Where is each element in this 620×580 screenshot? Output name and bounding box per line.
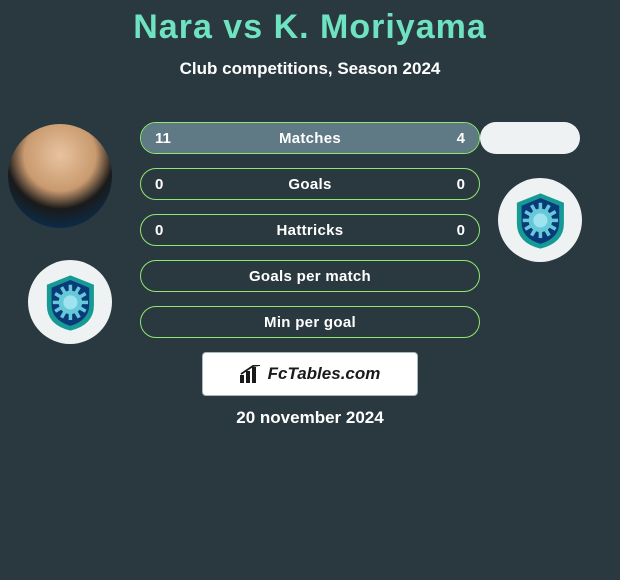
comparison-card: Nara vs K. Moriyama Club competitions, S… <box>0 0 620 580</box>
player-left-avatar <box>8 124 112 228</box>
stat-row: Goals per match <box>140 260 480 292</box>
crest-icon <box>511 191 570 250</box>
fctables-label: FcTables.com <box>268 364 381 384</box>
stats-list: 11 Matches 4 0 Goals 0 0 Hattricks 0 Goa… <box>140 122 480 352</box>
subtitle: Club competitions, Season 2024 <box>0 59 620 79</box>
stat-row: 0 Goals 0 <box>140 168 480 200</box>
page-title: Nara vs K. Moriyama <box>0 0 620 47</box>
stat-row: Min per goal <box>140 306 480 338</box>
barchart-icon <box>240 365 262 383</box>
stat-label: Goals per match <box>141 261 479 291</box>
stat-value-right: 0 <box>457 169 465 199</box>
stat-label: Matches <box>141 123 479 153</box>
player-right-avatar-placeholder <box>480 122 580 154</box>
club-right-crest <box>498 178 582 262</box>
stat-row: 0 Hattricks 0 <box>140 214 480 246</box>
crest-icon <box>41 273 100 332</box>
stat-value-right: 0 <box>457 215 465 245</box>
stat-label: Goals <box>141 169 479 199</box>
stat-row: 11 Matches 4 <box>140 122 480 154</box>
stat-label: Min per goal <box>141 307 479 337</box>
stat-label: Hattricks <box>141 215 479 245</box>
club-left-crest <box>28 260 112 344</box>
player-face-icon <box>8 124 112 228</box>
fctables-link[interactable]: FcTables.com <box>202 352 418 396</box>
date-label: 20 november 2024 <box>0 408 620 428</box>
stat-value-right: 4 <box>457 123 465 153</box>
